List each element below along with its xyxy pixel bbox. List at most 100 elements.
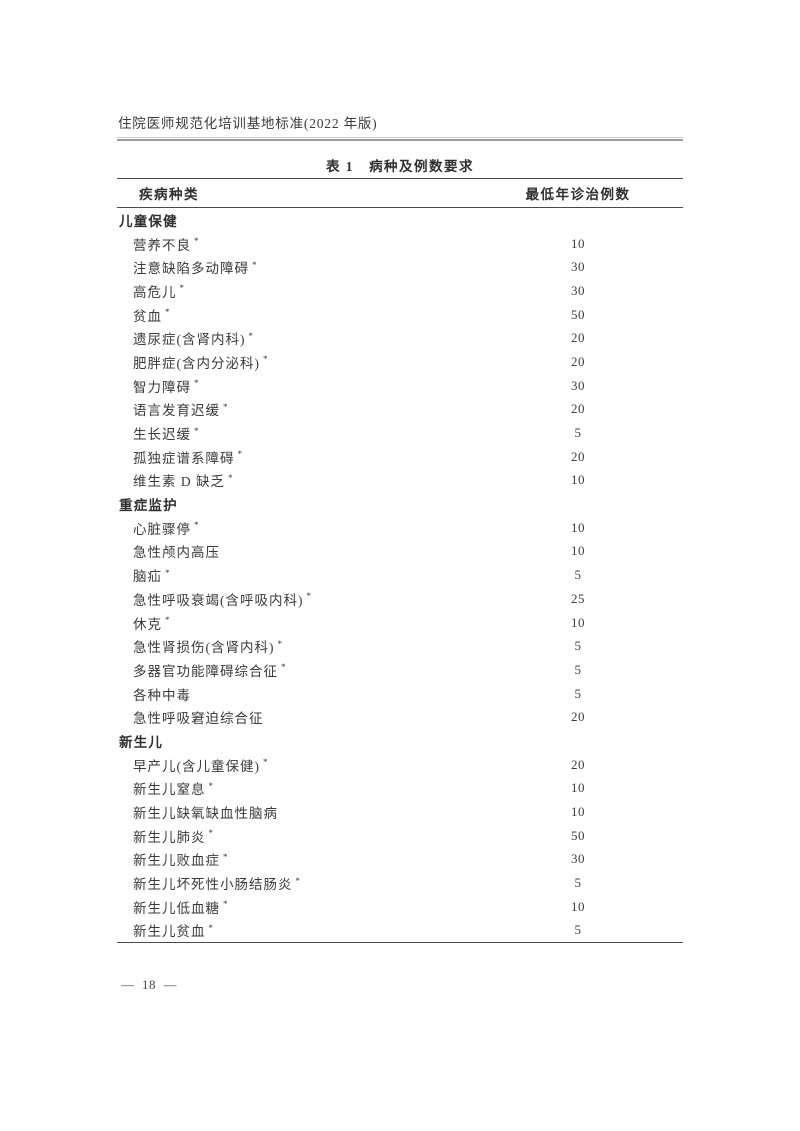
case-count: 10 xyxy=(571,780,585,796)
case-count: 30 xyxy=(571,377,585,393)
case-count: 20 xyxy=(571,401,585,417)
asterisk-mark: * xyxy=(228,472,234,483)
disease-name: 新生儿败血症 xyxy=(133,853,220,869)
disease-cell: 维生素 D 缺乏 * xyxy=(117,470,513,490)
disease-name: 多器官功能障碍综合征 xyxy=(133,663,278,679)
disease-cell: 急性呼吸衰竭(含呼吸内科) * xyxy=(117,589,513,609)
page-header-title: 住院医师规范化培训基地标准(2022 年版) xyxy=(118,116,378,131)
disease-name: 脑疝 xyxy=(133,569,162,585)
disease-name: 高危儿 xyxy=(133,284,177,300)
disease-cell: 休克 * xyxy=(117,613,513,633)
column-header-min-annual-cases: 最低年诊治例数 xyxy=(525,187,631,202)
disease-case-table: 疾病种类 最低年诊治例数 儿童保健 营养不良 * 10 注意缺陷多动障碍 * 30 … xyxy=(117,178,683,944)
asterisk-mark: * xyxy=(165,567,171,578)
table-row: 智力障碍 * 30 xyxy=(117,374,683,398)
header-double-rule xyxy=(117,137,683,141)
table-row: 高危儿 * 30 xyxy=(117,279,683,303)
section-name: 儿童保健 xyxy=(119,213,178,229)
table-row: 新生儿窒息 * 10 xyxy=(117,777,683,801)
case-count: 20 xyxy=(571,330,585,346)
disease-cell: 遗尿症(含肾内科) * xyxy=(117,328,513,348)
table-row: 新生儿贫血 * 5 xyxy=(117,919,683,943)
disease-cell: 新生儿败血症 * xyxy=(117,849,513,869)
disease-name: 孤独症谱系障碍 xyxy=(133,450,235,466)
table-header-row: 疾病种类 最低年诊治例数 xyxy=(117,179,683,208)
disease-name: 注意缺陷多动障碍 xyxy=(133,261,249,277)
disease-cell: 新生儿窒息 * xyxy=(117,778,513,798)
case-count: 30 xyxy=(571,851,585,867)
asterisk-mark: * xyxy=(194,425,200,436)
disease-cell: 新生儿低血糖 * xyxy=(117,897,513,917)
section-header-row: 儿童保健 xyxy=(117,208,683,232)
disease-cell: 语言发育迟缓 * xyxy=(117,399,513,419)
table-row: 新生儿坏死性小肠结肠炎 * 5 xyxy=(117,871,683,895)
disease-cell: 心脏骤停 * xyxy=(117,518,513,538)
disease-cell: 急性呼吸窘迫综合征 xyxy=(117,707,513,727)
disease-name: 急性肾损伤(含肾内科) xyxy=(133,640,275,656)
disease-name: 新生儿肺炎 xyxy=(133,829,206,845)
disease-name: 贫血 xyxy=(133,308,162,324)
asterisk-mark: * xyxy=(194,236,200,247)
case-count: 20 xyxy=(571,709,585,725)
disease-cell: 新生儿坏死性小肠结肠炎 * xyxy=(117,873,513,893)
disease-name: 新生儿低血糖 xyxy=(133,900,220,916)
table-row: 肥胖症(含内分泌科) * 20 xyxy=(117,350,683,374)
asterisk-mark: * xyxy=(165,615,171,626)
case-count: 5 xyxy=(574,685,582,701)
table-row: 新生儿败血症 * 30 xyxy=(117,848,683,872)
disease-cell: 注意缺陷多动障碍 * xyxy=(117,257,513,277)
table-row: 早产儿(含儿童保健) * 20 xyxy=(117,753,683,777)
disease-name: 休克 xyxy=(133,616,162,632)
asterisk-mark: * xyxy=(295,875,301,886)
section-header-row: 重症监护 xyxy=(117,492,683,516)
disease-cell: 新生儿缺氧缺血性脑病 xyxy=(117,802,513,822)
disease-cell: 孤独症谱系障碍 * xyxy=(117,447,513,467)
asterisk-mark: * xyxy=(194,378,200,389)
asterisk-mark: * xyxy=(263,354,269,365)
case-count: 50 xyxy=(571,827,585,843)
table-row: 孤独症谱系障碍 * 20 xyxy=(117,445,683,469)
case-count: 5 xyxy=(574,638,582,654)
column-header-disease-type: 疾病种类 xyxy=(139,187,199,202)
disease-cell: 新生儿肺炎 * xyxy=(117,826,513,846)
section-name: 新生儿 xyxy=(119,734,164,750)
page-number: — 18 — xyxy=(121,977,177,992)
table-row: 急性肾损伤(含肾内科) * 5 xyxy=(117,634,683,658)
disease-name: 急性颅内高压 xyxy=(133,545,220,561)
case-count: 10 xyxy=(571,519,585,535)
case-count: 20 xyxy=(571,353,585,369)
disease-cell: 早产儿(含儿童保健) * xyxy=(117,755,513,775)
table-row: 贫血 * 50 xyxy=(117,303,683,327)
asterisk-mark: * xyxy=(223,401,229,412)
disease-cell: 智力障碍 * xyxy=(117,376,513,396)
case-count: 10 xyxy=(571,472,585,488)
table-row: 急性呼吸衰竭(含呼吸内科) * 25 xyxy=(117,587,683,611)
asterisk-mark: * xyxy=(179,283,185,294)
asterisk-mark: * xyxy=(165,307,171,318)
disease-cell: 贫血 * xyxy=(117,305,513,325)
asterisk-mark: * xyxy=(248,330,254,341)
disease-name: 急性呼吸衰竭(含呼吸内科) xyxy=(133,592,304,608)
asterisk-mark: * xyxy=(277,638,283,649)
disease-name: 急性呼吸窘迫综合征 xyxy=(133,711,264,727)
case-count: 25 xyxy=(571,590,585,606)
case-count: 5 xyxy=(574,567,582,583)
table-row: 各种中毒 5 xyxy=(117,682,683,706)
table-row: 注意缺陷多动障碍 * 30 xyxy=(117,255,683,279)
disease-name: 营养不良 xyxy=(133,237,191,253)
table-title-label: 表 1 xyxy=(325,159,355,174)
disease-cell: 急性颅内高压 xyxy=(117,541,513,561)
table-row: 语言发育迟缓 * 20 xyxy=(117,398,683,422)
disease-name: 早产儿(含儿童保健) xyxy=(133,758,260,774)
case-count: 10 xyxy=(571,614,585,630)
table-row: 营养不良 * 10 xyxy=(117,232,683,256)
table-row: 维生素 D 缺乏 * 10 xyxy=(117,469,683,493)
case-count: 10 xyxy=(571,543,585,559)
case-count: 5 xyxy=(574,661,582,677)
disease-name: 各种中毒 xyxy=(133,687,191,703)
disease-name: 新生儿坏死性小肠结肠炎 xyxy=(133,877,293,893)
disease-name: 遗尿症(含肾内科) xyxy=(133,332,246,348)
asterisk-mark: * xyxy=(208,922,214,933)
table-row: 新生儿缺氧缺血性脑病 10 xyxy=(117,800,683,824)
